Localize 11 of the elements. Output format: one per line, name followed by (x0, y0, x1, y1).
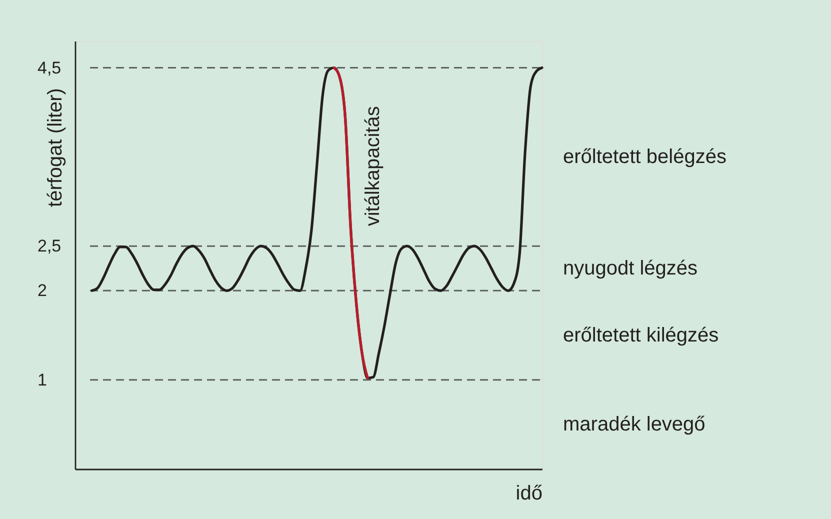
text: erőltetett belégzés (563, 146, 726, 168)
y-tick-label: 4,5 (38, 58, 62, 78)
y-axis-title: térfogat (liter) (44, 88, 66, 207)
text: erőltetett kilégzés (563, 324, 719, 346)
y-tick-label: 2 (38, 281, 47, 300)
y-tick-label: 1 (38, 370, 47, 390)
text: maradék levegő (563, 413, 706, 436)
y-tick-label: 2,5 (38, 236, 62, 256)
text: vitálkapacitás (362, 106, 384, 226)
text: nyugodt légzés (563, 257, 698, 280)
x-axis-title: idő (516, 482, 542, 504)
